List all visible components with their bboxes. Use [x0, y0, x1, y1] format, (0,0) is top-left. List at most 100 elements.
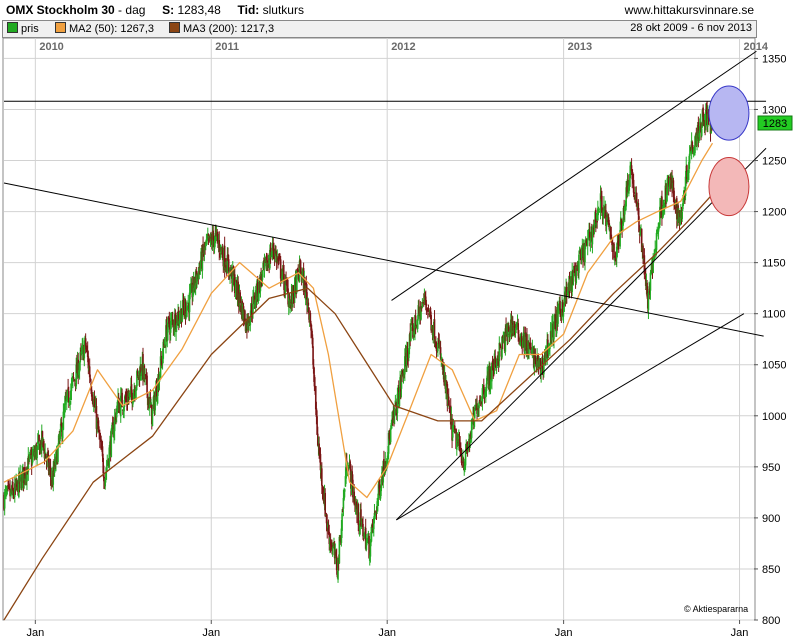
- x-tick-label: Jan: [731, 627, 749, 639]
- candle-body: [123, 396, 126, 405]
- candle-body: [296, 268, 299, 271]
- candle-body: [269, 247, 272, 260]
- candle-body: [198, 268, 200, 280]
- candle-body: [361, 519, 364, 522]
- candle-body: [250, 304, 253, 316]
- candle-body: [279, 257, 281, 262]
- candle-body: [375, 512, 377, 516]
- candle-body: [608, 223, 611, 230]
- candle-body: [121, 392, 123, 408]
- candle-body: [341, 511, 344, 513]
- website-link[interactable]: www.hittakursvinnare.se: [624, 3, 754, 17]
- candle-body: [267, 260, 269, 264]
- period-label: dag: [125, 3, 146, 17]
- candle-body: [289, 300, 291, 308]
- candle-body: [260, 276, 262, 281]
- candle-body: [353, 491, 356, 505]
- moving-averages: [3, 142, 714, 621]
- candle-body: [689, 149, 692, 154]
- candle-body: [343, 489, 345, 500]
- candle-body: [462, 459, 465, 468]
- candle-body: [103, 472, 105, 482]
- candle-body: [469, 435, 472, 443]
- legend-item-ma50: MA2 (50): 1267,3: [55, 22, 154, 35]
- candle-body: [375, 511, 378, 514]
- candle-body: [155, 387, 158, 400]
- candle-body: [86, 350, 89, 358]
- candle-body: [496, 357, 499, 366]
- candle-body: [19, 472, 21, 482]
- candle-body: [455, 429, 457, 449]
- candle-body: [449, 405, 452, 425]
- candle-body: [477, 408, 480, 411]
- candle-body: [358, 524, 361, 530]
- y-tick-label: 1250: [762, 156, 786, 168]
- candle-body: [372, 517, 375, 530]
- candle-body: [615, 246, 618, 259]
- candle-body: [154, 396, 156, 411]
- candle-body: [485, 392, 487, 396]
- candle-body: [649, 272, 652, 291]
- candle-body: [49, 466, 51, 468]
- candle-body: [610, 234, 613, 243]
- candle-body: [96, 419, 98, 429]
- candle-body: [370, 524, 373, 534]
- year-label: 2014: [744, 41, 769, 53]
- candle-body: [459, 444, 461, 448]
- candle-body: [306, 292, 308, 306]
- index-title: OMX Stockholm 30: [6, 3, 115, 17]
- candle-body: [478, 402, 480, 409]
- candle-body: [529, 344, 532, 350]
- candle-body: [585, 240, 588, 243]
- candle-body: [93, 396, 96, 407]
- last-price-badge: [757, 115, 793, 131]
- candle-body: [514, 330, 517, 332]
- candle-body: [115, 414, 117, 421]
- candle-body: [59, 432, 61, 442]
- candle-body: [559, 300, 561, 311]
- candle-body: [691, 141, 694, 148]
- candle-body: [438, 340, 441, 349]
- candle-body: [410, 322, 413, 326]
- candle-body: [551, 321, 554, 323]
- candle-body: [29, 452, 32, 454]
- candle-body: [460, 455, 463, 463]
- candle-body: [586, 238, 589, 247]
- candle-body: [220, 247, 223, 251]
- candle-body: [406, 350, 409, 357]
- candle-body: [516, 325, 518, 327]
- candle-body: [682, 198, 685, 204]
- candle-body: [210, 236, 212, 239]
- candle-body: [91, 394, 94, 402]
- candle-body: [89, 378, 92, 381]
- candle-body: [376, 501, 378, 512]
- candle-body: [105, 471, 107, 478]
- candle-body: [607, 217, 610, 225]
- candle-body: [126, 395, 128, 403]
- y-tick-label: 1000: [762, 411, 786, 423]
- candle-body: [312, 366, 315, 374]
- candle-body: [589, 237, 592, 243]
- candle-body: [707, 113, 709, 127]
- legend-item-ma200: MA3 (200): 1217,3: [169, 22, 274, 35]
- candle-body: [206, 239, 208, 242]
- candle-body: [427, 307, 430, 312]
- candle-body: [110, 429, 113, 458]
- candle-body: [299, 259, 302, 268]
- candle-body: [364, 527, 367, 549]
- candle-body: [380, 484, 383, 492]
- candle-body: [310, 323, 312, 331]
- candle-body: [455, 440, 458, 450]
- candle-body: [420, 309, 422, 320]
- candle-body: [219, 253, 221, 255]
- trend-line: [395, 147, 767, 521]
- candle-body: [368, 555, 371, 561]
- candle-body: [619, 217, 622, 233]
- candle-body: [31, 454, 34, 464]
- candle-body: [614, 255, 617, 258]
- candle-body: [201, 246, 204, 271]
- candle-body: [379, 485, 381, 496]
- candle-body: [408, 334, 411, 350]
- x-tick-label: Jan: [378, 627, 396, 639]
- candle-body: [260, 278, 263, 282]
